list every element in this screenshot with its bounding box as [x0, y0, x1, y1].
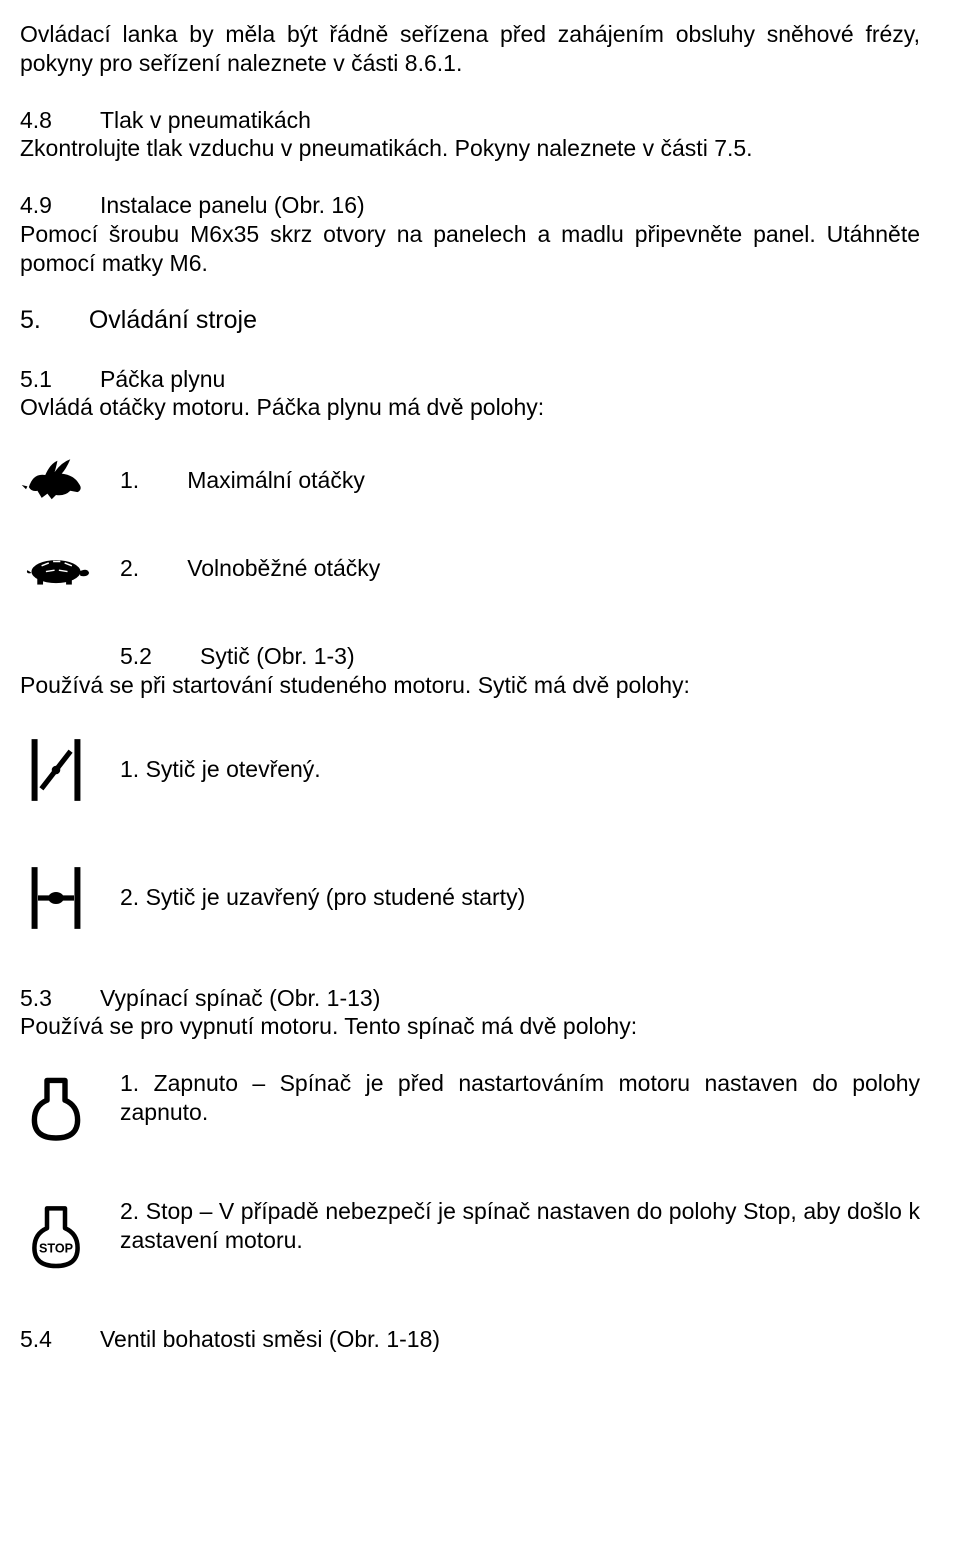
- section-5-heading: 5. Ovládání stroje: [20, 305, 920, 336]
- section-number: 5.2: [120, 642, 152, 671]
- section-5-1: 5.1 Páčka plynu Ovládá otáčky motoru. Pá…: [20, 365, 920, 423]
- section-number: 4.9: [20, 191, 52, 220]
- section-title: Páčka plynu: [100, 365, 225, 394]
- section-4-8: 4.8 Tlak v pneumatikách Zkontrolujte tla…: [20, 106, 920, 164]
- section-title: Instalace panelu (Obr. 16): [100, 191, 365, 220]
- choke-open-icon: [20, 728, 92, 812]
- section-number: 5.4: [20, 1325, 52, 1354]
- choke-open-row: 1. Sytič je otevřený.: [20, 728, 920, 812]
- list-text: Volnoběžné otáčky: [187, 554, 380, 583]
- list-text: 1. Zapnuto – Spínač je před nastartování…: [120, 1069, 920, 1127]
- section-title: Vypínací spínač (Obr. 1-13): [100, 984, 380, 1013]
- section-5-3: 5.3 Vypínací spínač (Obr. 1-13) Používá …: [20, 984, 920, 1042]
- section-title: Ovládání stroje: [89, 305, 257, 336]
- intro-paragraph: Ovládací lanka by měla být řádně seřízen…: [20, 20, 920, 78]
- section-body: Používá se při startování studeného moto…: [20, 671, 920, 700]
- svg-text:STOP: STOP: [39, 1242, 73, 1256]
- switch-on-icon: [20, 1069, 92, 1153]
- list-text: 1. Sytič je otevřený.: [120, 755, 321, 784]
- throttle-idle-row: 2. Volnoběžné otáčky: [20, 538, 920, 598]
- section-number: 5.1: [20, 365, 52, 394]
- section-number: 5.3: [20, 984, 52, 1013]
- section-title: Ventil bohatosti směsi (Obr. 1-18): [100, 1325, 440, 1354]
- section-body: Ovládá otáčky motoru. Páčka plynu má dvě…: [20, 393, 920, 422]
- choke-closed-row: 2. Sytič je uzavřený (pro studené starty…: [20, 856, 920, 940]
- switch-stop-icon: STOP: [20, 1197, 92, 1281]
- list-number: 2.: [120, 554, 139, 583]
- list-text: 2. Stop – V případě nebezpečí je spínač …: [120, 1197, 920, 1255]
- list-text: Maximální otáčky: [187, 466, 365, 495]
- section-5-2: 5.2 Sytič (Obr. 1-3) Používá se při star…: [20, 642, 920, 700]
- section-number: 4.8: [20, 106, 52, 135]
- section-body: Pomocí šroubu M6x35 skrz otvory na panel…: [20, 220, 920, 278]
- switch-stop-row: STOP 2. Stop – V případě nebezpečí je sp…: [20, 1197, 920, 1281]
- section-body: Používá se pro vypnutí motoru. Tento spí…: [20, 1012, 920, 1041]
- list-number: 1.: [120, 466, 139, 495]
- throttle-max-row: 1. Maximální otáčky: [20, 450, 920, 510]
- switch-on-row: 1. Zapnuto – Spínač je před nastartování…: [20, 1069, 920, 1153]
- turtle-icon: [20, 538, 92, 598]
- section-title: Tlak v pneumatikách: [100, 106, 311, 135]
- section-title: Sytič (Obr. 1-3): [200, 642, 355, 671]
- rabbit-icon: [20, 450, 92, 510]
- choke-closed-icon: [20, 856, 92, 940]
- section-number: 5.: [20, 305, 41, 336]
- section-body: Zkontrolujte tlak vzduchu v pneumatikách…: [20, 134, 920, 163]
- section-5-4: 5.4 Ventil bohatosti směsi (Obr. 1-18): [20, 1325, 920, 1354]
- list-text: 2. Sytič je uzavřený (pro studené starty…: [120, 883, 525, 912]
- section-4-9: 4.9 Instalace panelu (Obr. 16) Pomocí šr…: [20, 191, 920, 277]
